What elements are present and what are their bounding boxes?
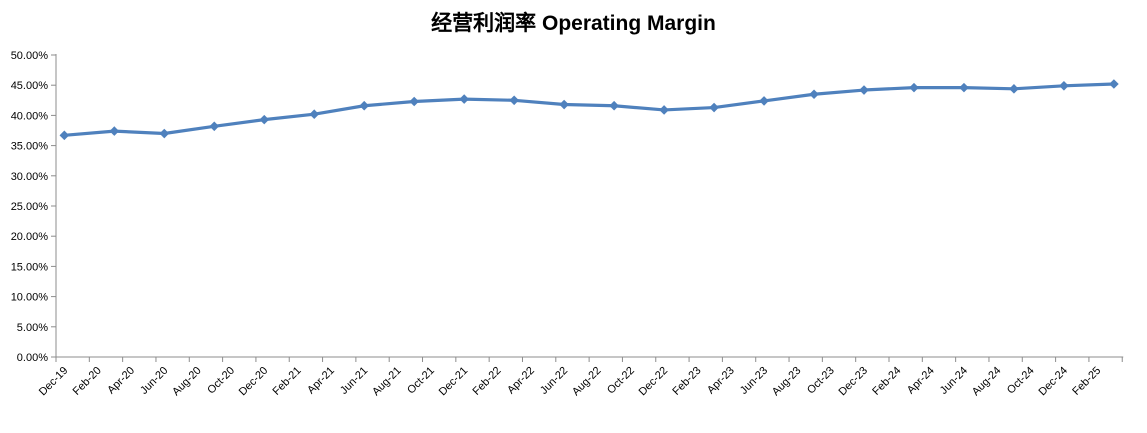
x-tick-label: Dec-23	[837, 365, 871, 399]
x-tick-label: Dec-21	[437, 365, 471, 399]
x-tick-label: Feb-20	[71, 365, 104, 398]
y-tick-label: 15.00%	[11, 261, 49, 273]
x-tick-label: Oct-24	[1005, 365, 1037, 397]
data-point-marker	[609, 100, 619, 111]
data-point-marker	[259, 114, 270, 125]
x-tick-label: Aug-23	[770, 365, 804, 399]
y-tick-label: 30.00%	[11, 171, 49, 183]
data-point-marker	[159, 128, 170, 139]
data-point-marker	[909, 82, 919, 93]
data-point-marker	[109, 126, 120, 136]
y-tick-label: 45.00%	[11, 80, 49, 92]
data-point-marker	[859, 85, 869, 95]
y-tick-label: 40.00%	[11, 110, 49, 122]
x-tick-label: Aug-20	[170, 365, 204, 399]
y-tick-label: 0.00%	[17, 352, 48, 364]
y-tick-label: 10.00%	[11, 292, 49, 304]
y-tick-label: 35.00%	[11, 141, 49, 153]
x-tick-label: Dec-20	[237, 365, 271, 399]
y-tick-label: 50.00%	[11, 50, 49, 62]
data-point-marker	[1109, 79, 1119, 89]
data-point-marker	[309, 109, 320, 119]
x-tick-label: Jun-22	[538, 365, 570, 397]
x-tick-label: Apr-20	[105, 365, 137, 397]
data-point-marker	[59, 130, 70, 141]
x-tick-label: Apr-23	[705, 365, 737, 397]
x-tick-labels: Dec-19 Feb-20 Apr-20 Jun-20 Aug-20 Oct-20 Dec-…	[37, 365, 1103, 399]
data-point-marker	[409, 96, 419, 107]
axes	[51, 54, 1124, 362]
data-point-marker	[559, 99, 569, 110]
x-tick-label: Oct-20	[205, 365, 237, 397]
x-tick-label: Apr-22	[505, 365, 537, 397]
x-tick-label: Feb-22	[470, 365, 503, 398]
x-tick-label: Dec-22	[637, 365, 671, 399]
chart-title: 经营利润率 Operating Margin	[431, 12, 716, 35]
y-tick-label: 5.00%	[17, 322, 48, 334]
data-point-marker	[359, 100, 370, 111]
data-point-marker	[509, 95, 519, 106]
y-tick-labels: 50.00% 45.00% 40.00% 35.00% 30.00% 25.00% 20.0…	[11, 50, 49, 364]
series-markers	[59, 79, 1119, 141]
x-tick-label: Jun-21	[338, 365, 370, 397]
x-tick-label: Dec-24	[1036, 365, 1070, 399]
data-point-marker	[759, 96, 769, 106]
data-point-marker	[1059, 81, 1069, 91]
x-tick-label: Apr-24	[905, 365, 937, 397]
x-tick-label: Oct-22	[605, 365, 637, 397]
x-tick-label: Oct-21	[405, 365, 437, 397]
data-point-marker	[1009, 84, 1019, 94]
x-tick-label: Aug-22	[570, 365, 604, 399]
data-point-marker	[459, 94, 469, 104]
data-point-marker	[659, 105, 669, 115]
x-tick-label: Jun-24	[938, 365, 970, 397]
data-point-marker	[809, 89, 819, 100]
x-tick-label: Oct-23	[805, 365, 837, 397]
x-tick-label: Jun-23	[738, 365, 770, 397]
series-line	[62, 82, 1116, 137]
y-tick-label: 25.00%	[11, 201, 49, 213]
x-tick-label: Dec-19	[37, 365, 71, 399]
x-tick-label: Feb-21	[271, 365, 304, 398]
y-tick-label: 20.00%	[11, 231, 49, 243]
data-point-marker	[959, 82, 969, 93]
x-tick-label: Aug-21	[370, 365, 404, 399]
data-point-marker	[709, 102, 719, 113]
x-tick-label: Feb-24	[870, 365, 903, 398]
x-tick-label: Aug-24	[970, 365, 1004, 399]
data-point-marker	[209, 121, 220, 132]
x-tick-label: Jun-20	[138, 365, 170, 397]
x-tick-label: Feb-25	[1070, 365, 1103, 398]
x-tick-label: Apr-21	[305, 365, 337, 397]
x-tick-label: Feb-23	[670, 365, 703, 398]
